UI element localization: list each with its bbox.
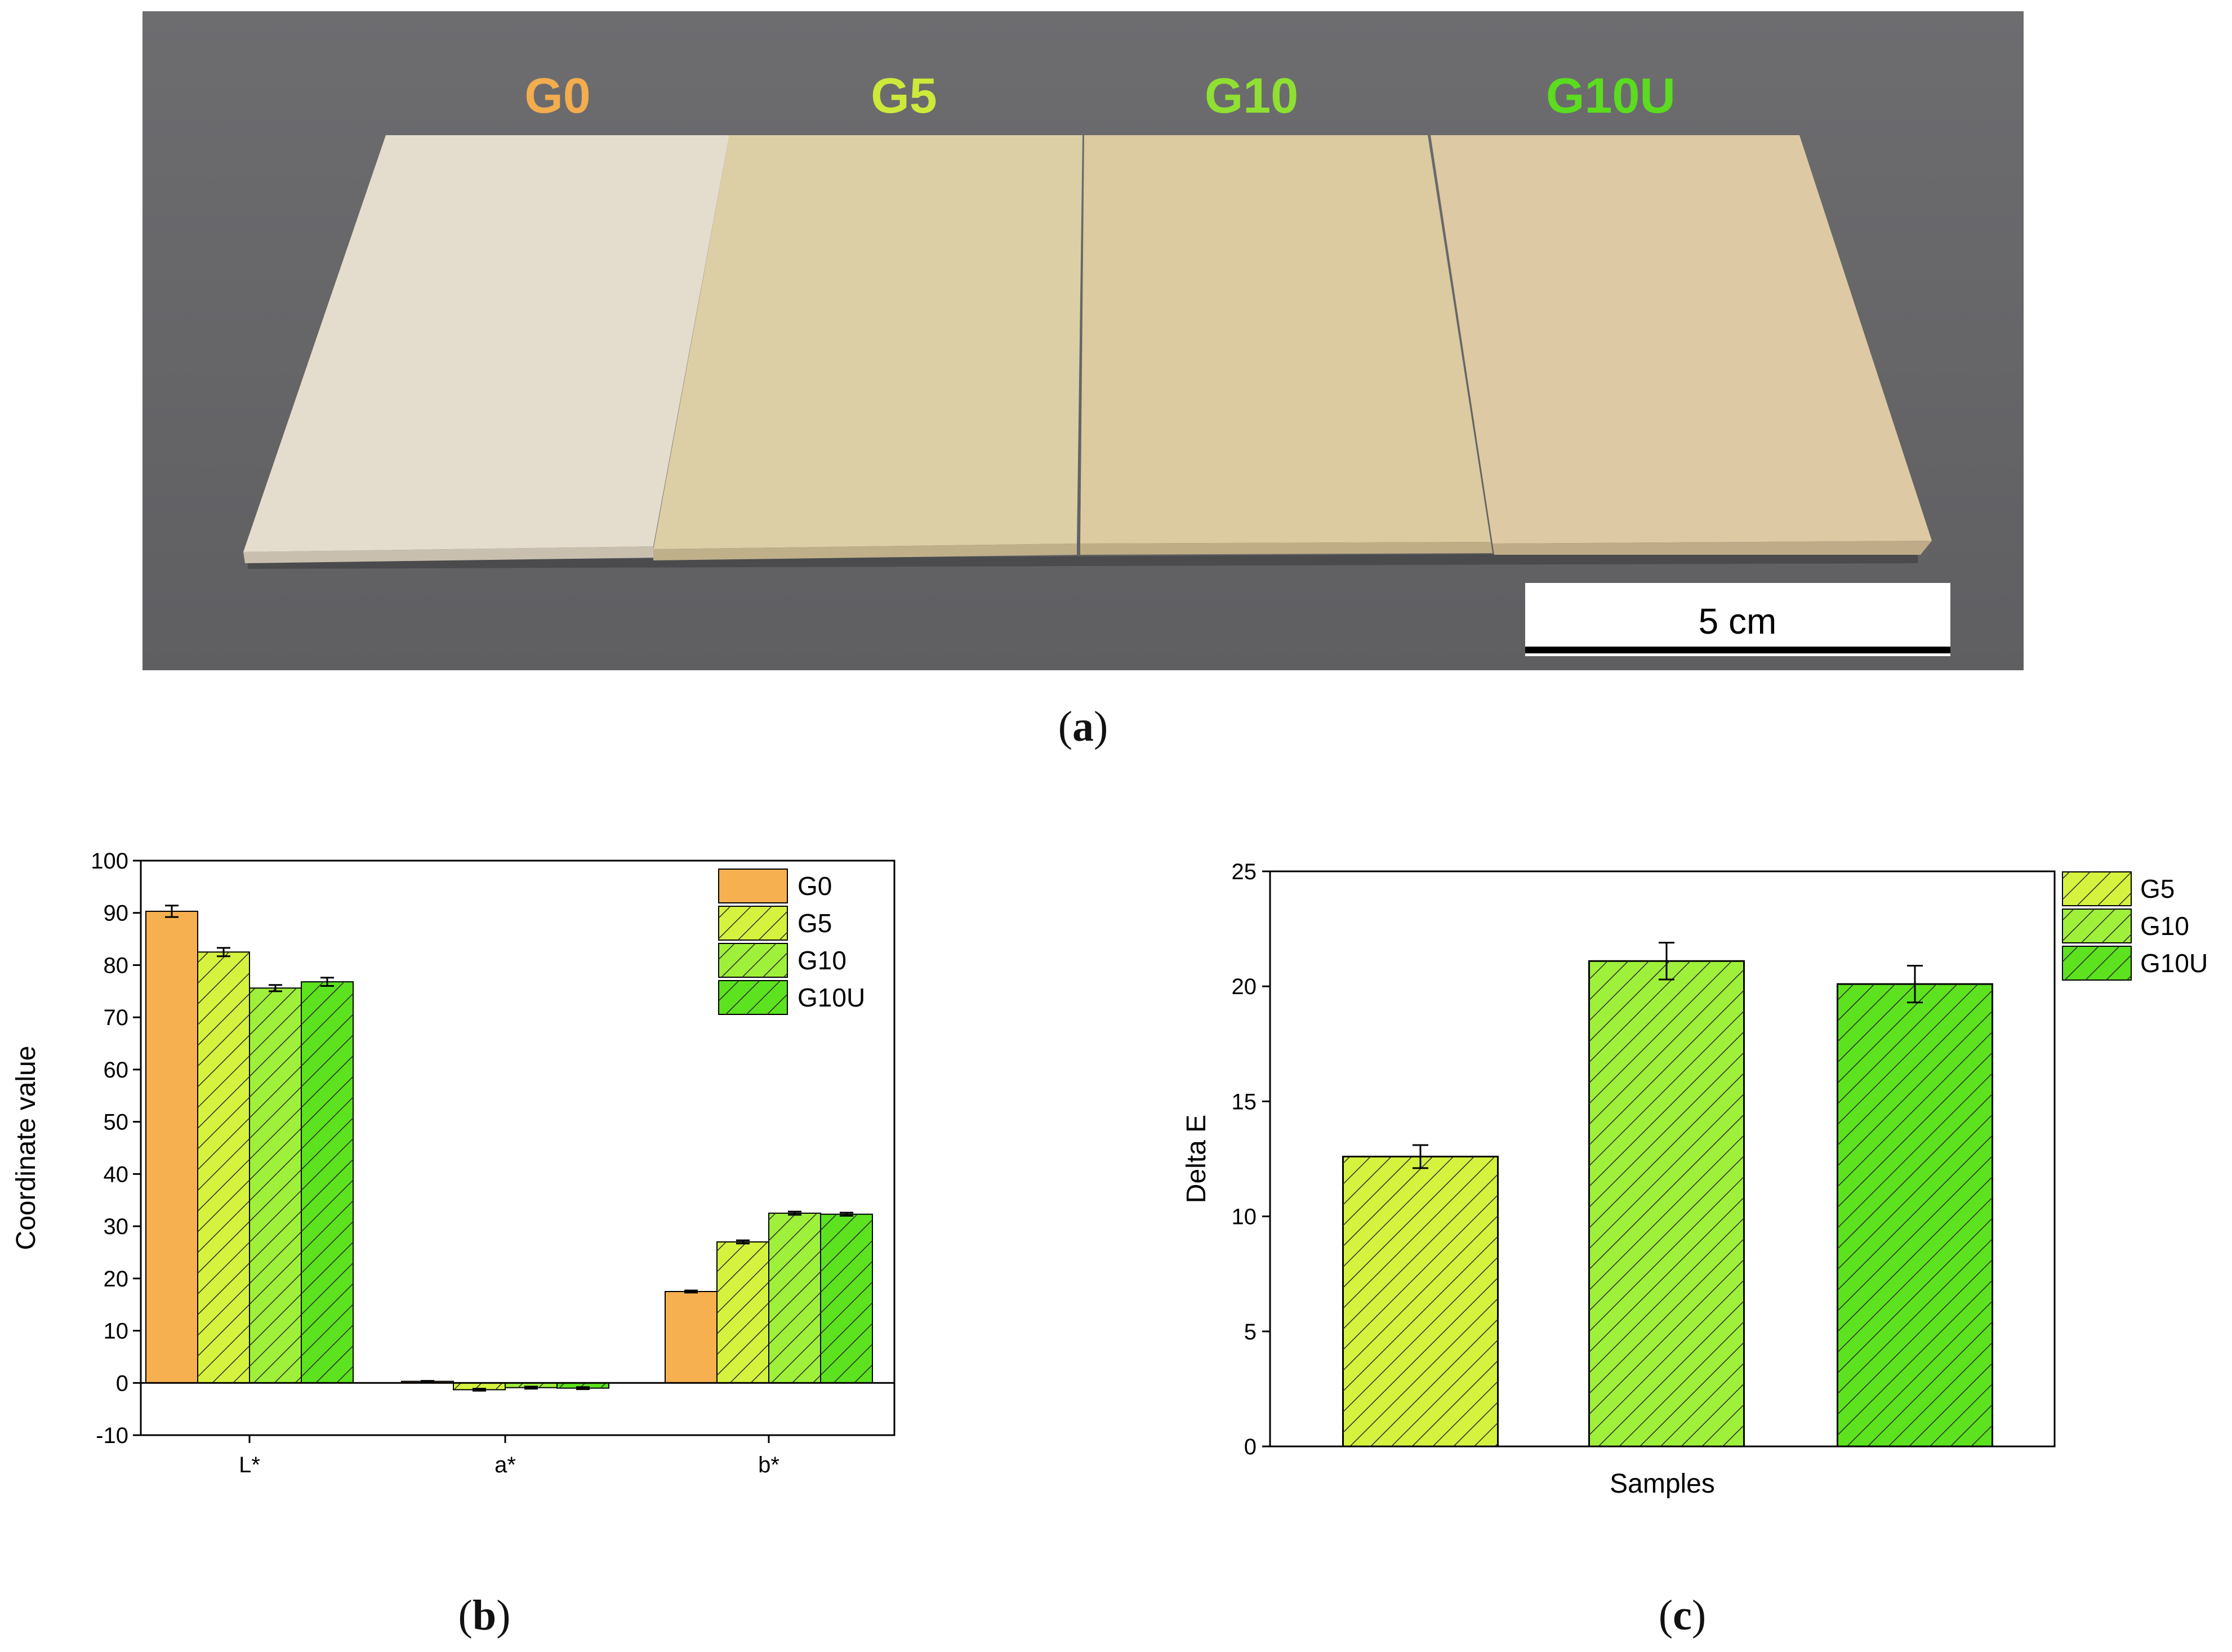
scale-bar-box — [1525, 583, 1950, 656]
y-tick-label: 90 — [104, 901, 129, 926]
lab-chart-legend: G0 G5 G10 G10U — [718, 869, 865, 1015]
legend-swatch-hatch — [2062, 872, 2131, 906]
legend-swatch-hatch — [719, 943, 787, 977]
legend-label-g5: G5 — [798, 909, 832, 938]
y-tick-label: 15 — [1232, 1089, 1257, 1114]
legend-swatch-g0 — [718, 869, 788, 903]
sample-label-g5: G5 — [871, 68, 937, 123]
y-tick-label: 80 — [104, 953, 129, 978]
sample-label-g10: G10 — [1205, 68, 1298, 123]
y-tick-label: 10 — [1232, 1205, 1257, 1230]
y-tick-label: 60 — [104, 1058, 129, 1083]
bar-hatch — [1343, 1156, 1498, 1446]
x-tick-label: b* — [758, 1453, 779, 1477]
bar-hatch — [557, 1383, 609, 1388]
y-tick-label: 10 — [104, 1319, 129, 1344]
board-g5 — [653, 135, 1082, 549]
photo-panel: G0 G5 G10 G10U 5 cm — [142, 11, 2024, 670]
delta-e-chart-bars — [1342, 960, 1993, 1448]
board-g0 — [243, 135, 729, 552]
x-tick-label: L* — [239, 1453, 260, 1477]
legend-label-g10: G10 — [798, 946, 847, 975]
lab-chart-bars — [145, 910, 873, 1391]
legend-swatch-hatch — [2062, 946, 2131, 980]
y-tick-label: 100 — [91, 849, 128, 874]
y-tick-label: 25 — [1232, 860, 1257, 884]
sample-label-g0: G0 — [524, 68, 590, 123]
y-tick-label: 0 — [1244, 1435, 1257, 1459]
x-tick-label: a* — [494, 1453, 516, 1477]
legend-swatch-hatch — [719, 906, 787, 940]
lab-chart-error-bars — [165, 905, 853, 1392]
delta-e-chart: 0 5 10 15 20 25 Delta E Samples G5 G10 G10U — [1182, 860, 2208, 1499]
legend-swatch-hatch — [719, 981, 787, 1014]
bar-g0-0 — [145, 910, 198, 1384]
y-tick-label: -10 — [96, 1423, 128, 1448]
legend-label-g10u: G10U — [798, 983, 865, 1012]
board-g10u — [1431, 135, 1932, 544]
legend-label-g5: G5 — [2140, 874, 2175, 903]
legend-label-g10: G10 — [2140, 911, 2189, 941]
scale-bar-line — [1525, 647, 1950, 653]
y-tick-label: 5 — [1244, 1320, 1257, 1344]
sample-label-g10u: G10U — [1546, 68, 1676, 123]
bar-hatch — [198, 952, 250, 1383]
board-g0-edge — [243, 546, 653, 563]
y-tick-label: 70 — [104, 1005, 129, 1030]
delta-e-chart-frame — [1269, 870, 2056, 1448]
panel-label-b: (b) — [458, 1592, 511, 1639]
delta-e-chart-y-axis: 0 5 10 15 20 25 — [1232, 860, 1270, 1459]
lab-chart-y-label: Coordinate value — [11, 1046, 41, 1250]
bar-hatch — [453, 1383, 505, 1390]
bar-hatch — [769, 1213, 821, 1383]
board-g10-edge — [1080, 542, 1493, 555]
delta-e-chart-error-bars — [1413, 942, 1923, 1169]
panel-label-c: (c) — [1659, 1592, 1706, 1639]
lab-chart-frame — [140, 860, 896, 1436]
lab-chart: -10 0 10 20 30 40 50 60 70 80 90 100 L* a* b* Coordin… — [11, 849, 896, 1477]
board-g5-edge — [653, 544, 1077, 560]
lab-chart-x-axis: L* a* b* — [239, 1435, 779, 1477]
lab-chart-y-axis: -10 0 10 20 30 40 50 60 70 80 90 100 — [91, 849, 141, 1448]
y-tick-label: 0 — [116, 1371, 128, 1396]
delta-e-chart-legend: G5 G10 G10U — [2062, 871, 2208, 981]
board-shadow — [248, 552, 1918, 569]
bar-hatch — [301, 982, 353, 1383]
legend-swatch-hatch — [2062, 909, 2131, 943]
bar-hatch — [1837, 984, 1993, 1446]
legend-label-g0: G0 — [798, 871, 832, 901]
delta-e-chart-y-label: Delta E — [1182, 1115, 1211, 1203]
delta-e-chart-x-label: Samples — [1610, 1469, 1715, 1499]
y-tick-label: 30 — [104, 1214, 129, 1239]
y-tick-label: 40 — [104, 1162, 129, 1187]
legend-label-g10u: G10U — [2140, 949, 2208, 978]
y-tick-label: 20 — [1232, 974, 1257, 999]
scale-bar-label: 5 cm — [1699, 601, 1777, 642]
panel-label-a: (a) — [1058, 703, 1108, 750]
bar-hatch — [250, 988, 301, 1383]
bar-hatch — [821, 1214, 872, 1383]
bar-hatch — [717, 1241, 769, 1383]
bar-hatch — [505, 1383, 557, 1388]
board-g10 — [1080, 135, 1491, 544]
y-tick-label: 50 — [104, 1110, 129, 1135]
y-tick-label: 20 — [104, 1267, 129, 1292]
bar-g0-2 — [665, 1291, 718, 1384]
bar-hatch — [1589, 961, 1744, 1446]
board-g10u-edge — [1493, 541, 1932, 555]
